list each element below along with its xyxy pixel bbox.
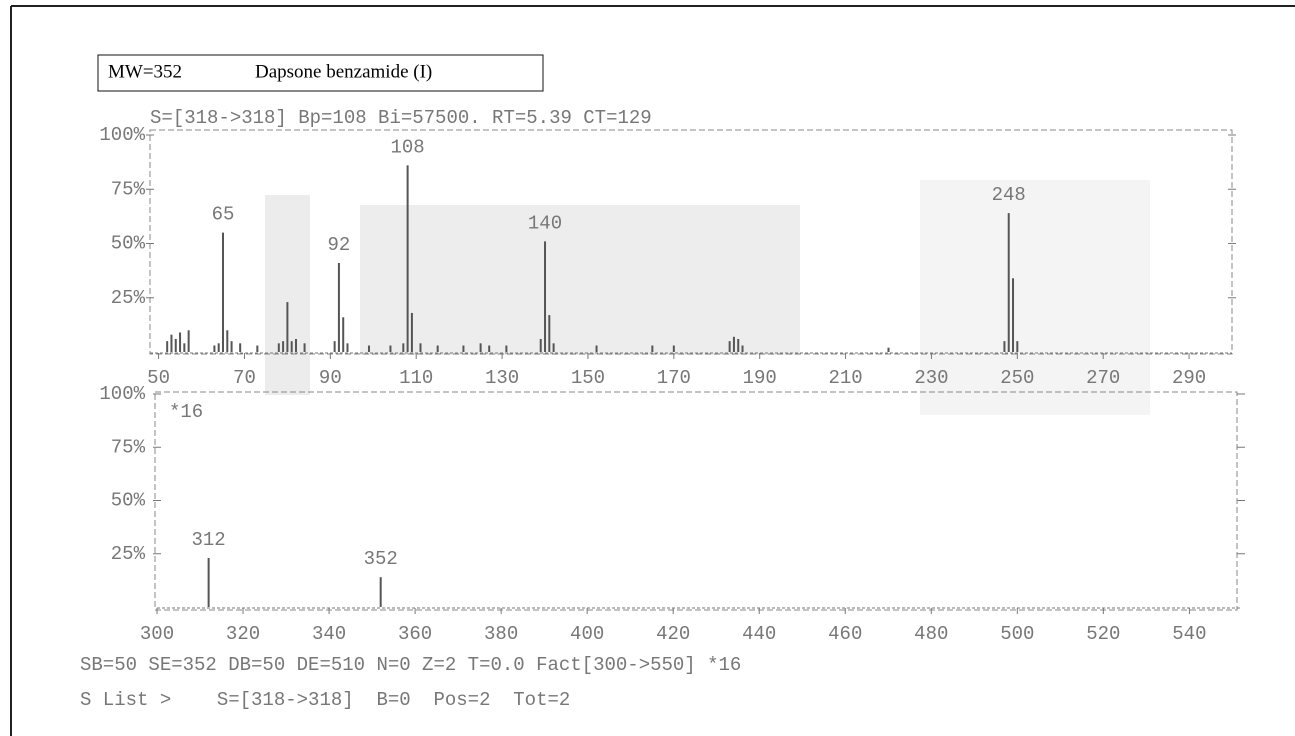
x-tick-label: 520: [1086, 623, 1120, 645]
annotation: *16: [169, 401, 203, 423]
panel-frame: [149, 129, 1233, 355]
x-tick-label: 460: [828, 623, 862, 645]
x-tick-label: 170: [657, 367, 691, 389]
y-tick-label: 50%: [111, 233, 146, 255]
peak-label: 352: [364, 548, 398, 570]
x-tick-label: 70: [233, 367, 256, 389]
shade: [265, 195, 310, 395]
y-tick-label: 50%: [111, 490, 146, 512]
x-tick-label: 210: [828, 367, 862, 389]
y-tick-label: 100%: [99, 124, 145, 146]
header-box: [97, 54, 544, 92]
footer-line: S List > S=[318->318] B=0 Pos=2 Tot=2: [80, 689, 570, 711]
x-tick-label: 380: [484, 623, 518, 645]
scan-info: S=[318->318] Bp=108 Bi=57500. RT=5.39 CT…: [150, 107, 652, 129]
y-tick-label: 75%: [111, 178, 146, 200]
peak-label: 248: [992, 184, 1026, 206]
x-tick-label: 290: [1172, 367, 1206, 389]
x-tick-label: 270: [1086, 367, 1120, 389]
header-compound: Dapsone benzamide (I): [255, 61, 432, 82]
header-title: MW=352: [108, 61, 182, 82]
x-tick-label: 300: [140, 623, 174, 645]
peak-label: 65: [212, 204, 235, 226]
x-tick-label: 360: [398, 623, 432, 645]
shade: [360, 205, 800, 355]
shade: [920, 180, 1150, 415]
x-tick-label: 250: [1000, 367, 1034, 389]
x-tick-label: 480: [914, 623, 948, 645]
x-tick-label: 400: [570, 623, 604, 645]
x-tick-label: 230: [914, 367, 948, 389]
peak-label: 140: [528, 212, 562, 234]
x-tick-label: 340: [312, 623, 346, 645]
footer-line: SB=50 SE=352 DB=50 DE=510 N=0 Z=2 T=0.0 …: [80, 654, 741, 676]
x-tick-label: 50: [147, 367, 170, 389]
x-tick-label: 130: [485, 367, 519, 389]
x-tick-label: 540: [1172, 623, 1206, 645]
y-tick-label: 100%: [99, 383, 145, 405]
peak-label: 108: [391, 136, 425, 158]
x-tick-label: 150: [571, 367, 605, 389]
y-tick-label: 75%: [111, 436, 146, 458]
y-tick-label: 25%: [111, 543, 146, 565]
x-tick-label: 500: [1000, 623, 1034, 645]
x-tick-label: 420: [656, 623, 690, 645]
x-tick-label: 320: [226, 623, 260, 645]
peak-label: 92: [328, 234, 351, 256]
peak-label: 312: [192, 529, 226, 551]
x-tick-label: 90: [319, 367, 342, 389]
x-tick-label: 440: [742, 623, 776, 645]
x-tick-label: 190: [743, 367, 777, 389]
y-tick-label: 25%: [111, 287, 146, 309]
x-tick-label: 110: [399, 367, 433, 389]
